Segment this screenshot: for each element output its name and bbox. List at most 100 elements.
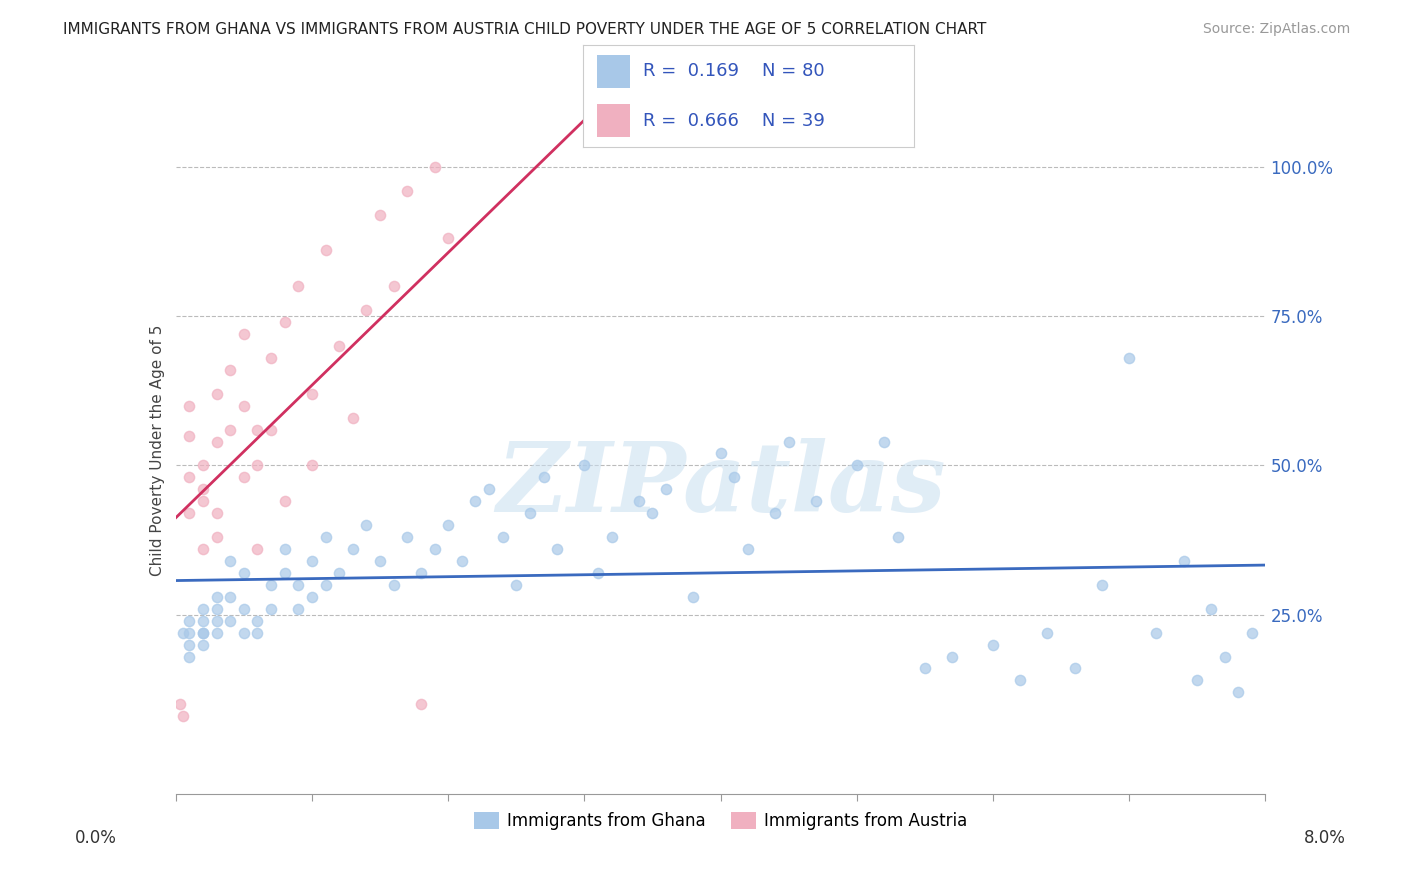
Point (315, 244, 337, 258)
Point (1187, 673, 1209, 688)
Point (191, 625, 214, 640)
Point (274, 494, 297, 508)
Point (232, 399, 254, 413)
Point (655, 483, 678, 497)
Point (179, 625, 201, 640)
Point (191, 614, 214, 628)
Text: ZIPatlas: ZIPatlas (496, 438, 945, 532)
Point (600, 530, 623, 544)
Point (1173, 554, 1195, 568)
Point (342, 410, 364, 425)
Y-axis label: Child Poverty Under the Age of 5: Child Poverty Under the Age of 5 (149, 325, 165, 576)
Point (260, 601, 283, 615)
Point (191, 625, 214, 640)
FancyBboxPatch shape (596, 55, 630, 87)
Point (191, 494, 214, 508)
Text: IMMIGRANTS FROM GHANA VS IMMIGRANTS FROM AUSTRIA CHILD POVERTY UNDER THE AGE OF : IMMIGRANTS FROM GHANA VS IMMIGRANTS FROM… (63, 22, 987, 37)
Point (382, 279, 405, 293)
Point (763, 506, 786, 520)
Point (246, 625, 269, 640)
Point (505, 578, 527, 592)
Point (1144, 625, 1167, 640)
Point (574, 458, 596, 473)
Point (287, 279, 309, 293)
Point (941, 649, 963, 664)
Point (205, 601, 228, 615)
Point (1091, 578, 1114, 592)
Point (301, 386, 323, 401)
Point (342, 541, 364, 556)
Point (737, 541, 759, 556)
Point (246, 614, 269, 628)
Point (492, 530, 515, 544)
Point (778, 434, 800, 449)
Point (287, 601, 309, 615)
Point (450, 554, 472, 568)
Point (409, 566, 432, 580)
Point (179, 506, 201, 520)
Point (423, 541, 446, 556)
Point (1036, 625, 1059, 640)
Point (191, 601, 214, 615)
Point (246, 458, 269, 473)
Point (232, 625, 254, 640)
Point (179, 428, 201, 442)
Point (914, 661, 936, 675)
Point (845, 458, 868, 473)
Point (315, 530, 337, 544)
Point (205, 506, 228, 520)
Point (260, 578, 283, 592)
Point (246, 541, 269, 556)
Point (274, 566, 297, 580)
Point (205, 614, 228, 628)
Point (179, 470, 201, 484)
Point (1010, 673, 1032, 688)
Point (274, 315, 297, 329)
Point (169, 698, 191, 712)
Point (437, 518, 460, 533)
Point (172, 625, 194, 640)
Point (219, 554, 242, 568)
Point (1240, 625, 1263, 640)
Point (356, 303, 378, 318)
Point (205, 530, 228, 544)
Point (682, 590, 704, 604)
Point (328, 339, 350, 353)
Legend: Immigrants from Ghana, Immigrants from Austria: Immigrants from Ghana, Immigrants from A… (467, 805, 974, 837)
Text: 8.0%: 8.0% (1303, 829, 1346, 847)
Point (219, 423, 242, 437)
Point (172, 709, 194, 723)
Point (519, 506, 541, 520)
Text: Source: ZipAtlas.com: Source: ZipAtlas.com (1202, 22, 1350, 37)
Point (356, 518, 378, 533)
Point (205, 590, 228, 604)
Text: R =  0.169    N = 80: R = 0.169 N = 80 (643, 62, 824, 80)
Point (232, 601, 254, 615)
Point (423, 160, 446, 174)
Text: 0.0%: 0.0% (75, 829, 117, 847)
Point (301, 458, 323, 473)
Point (315, 578, 337, 592)
Point (641, 506, 664, 520)
Point (260, 423, 283, 437)
Point (627, 494, 650, 508)
Point (1199, 601, 1222, 615)
Point (232, 470, 254, 484)
Point (464, 494, 486, 508)
Point (179, 399, 201, 413)
Point (274, 541, 297, 556)
Point (287, 578, 309, 592)
Point (396, 530, 419, 544)
Point (723, 470, 745, 484)
Point (232, 566, 254, 580)
Point (1063, 661, 1085, 675)
Point (191, 483, 214, 497)
Point (205, 386, 228, 401)
Point (396, 184, 419, 198)
Point (191, 541, 214, 556)
Point (260, 351, 283, 365)
Point (533, 470, 555, 484)
Point (409, 698, 432, 712)
Point (368, 554, 391, 568)
Point (886, 530, 908, 544)
